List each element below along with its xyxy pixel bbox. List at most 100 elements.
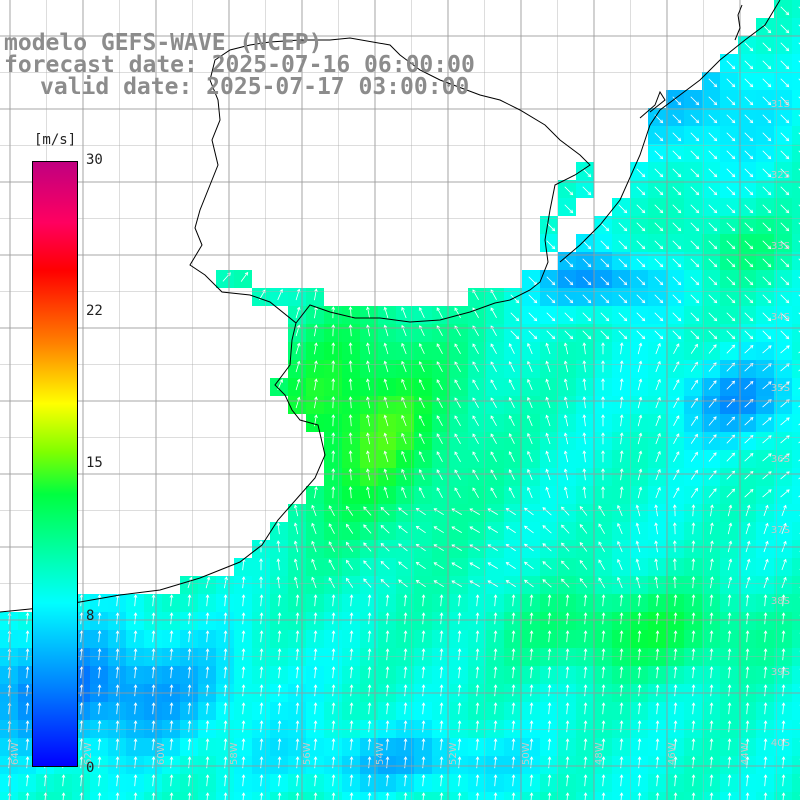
wind-arrow bbox=[561, 560, 570, 570]
wind-arrow bbox=[367, 684, 372, 697]
wind-arrow bbox=[487, 526, 498, 533]
wind-arrow bbox=[508, 343, 515, 355]
wind-arrow bbox=[331, 630, 336, 643]
wind-cell bbox=[288, 792, 306, 800]
wind-arrow bbox=[710, 576, 714, 589]
wind-cell bbox=[792, 540, 800, 558]
wind-arrow bbox=[133, 720, 138, 733]
wind-cell bbox=[792, 774, 800, 792]
wind-arrow bbox=[469, 580, 480, 587]
wind-arrow bbox=[493, 774, 498, 787]
wind-arrow bbox=[727, 738, 732, 751]
wind-arrow bbox=[223, 612, 228, 625]
wind-arrow bbox=[780, 276, 790, 286]
wind-arrow bbox=[385, 630, 390, 643]
wind-arrow bbox=[295, 774, 300, 787]
wind-arrow bbox=[133, 702, 138, 715]
wind-arrow bbox=[223, 684, 228, 697]
wind-arrow bbox=[313, 630, 318, 643]
wind-arrow bbox=[133, 648, 138, 661]
wind-arrow bbox=[418, 397, 425, 409]
wind-arrow bbox=[762, 168, 772, 178]
wind-arrow bbox=[637, 702, 642, 715]
wind-arrow bbox=[328, 523, 335, 535]
wind-arrow bbox=[383, 396, 389, 409]
wind-arrow bbox=[439, 702, 444, 715]
wind-arrow bbox=[600, 330, 610, 340]
wind-arrow bbox=[564, 258, 574, 268]
wind-arrow bbox=[331, 414, 336, 427]
wind-arrow bbox=[708, 452, 717, 462]
wind-cell bbox=[792, 504, 800, 522]
wind-arrow bbox=[383, 360, 389, 373]
wind-arrow bbox=[673, 397, 680, 409]
wind-arrow bbox=[79, 774, 84, 787]
wind-cell bbox=[576, 792, 594, 800]
wind-arrow bbox=[673, 684, 678, 697]
wind-arrow bbox=[565, 612, 570, 625]
wind-arrow bbox=[241, 576, 246, 589]
wind-arrow bbox=[383, 486, 389, 499]
wind-arrow bbox=[508, 361, 515, 373]
wind-arrow bbox=[454, 361, 461, 372]
wind-arrow bbox=[527, 486, 533, 499]
wind-arrow bbox=[673, 648, 678, 661]
wind-arrow bbox=[25, 648, 30, 661]
wind-arrow bbox=[708, 114, 718, 124]
wind-arrow bbox=[505, 544, 516, 552]
wind-arrow bbox=[690, 469, 698, 480]
wind-arrow bbox=[781, 594, 786, 607]
wind-arrow bbox=[277, 738, 282, 751]
wind-arrow bbox=[691, 666, 696, 679]
wind-arrow bbox=[151, 720, 156, 733]
wind-arrow bbox=[348, 378, 353, 391]
wind-arrow bbox=[331, 792, 336, 800]
wind-cell bbox=[792, 342, 800, 360]
wind-arrow bbox=[115, 738, 120, 751]
wind-arrow bbox=[637, 630, 642, 643]
wind-arrow bbox=[475, 720, 480, 733]
longitude-label: 60W bbox=[156, 742, 167, 765]
wind-arrow bbox=[385, 702, 390, 715]
wind-arrow bbox=[781, 504, 787, 517]
wind-arrow bbox=[780, 42, 790, 52]
wind-arrow bbox=[490, 307, 497, 318]
wind-arrow bbox=[565, 792, 570, 800]
wind-arrow bbox=[398, 525, 408, 534]
wind-arrow bbox=[619, 468, 624, 481]
wind-arrow bbox=[762, 186, 772, 196]
wind-arrow bbox=[313, 738, 318, 751]
wind-arrow bbox=[781, 684, 786, 697]
wind-arrow bbox=[366, 360, 370, 373]
wind-arrow bbox=[563, 450, 569, 463]
wind-cell bbox=[180, 792, 198, 800]
wind-arrow bbox=[672, 204, 682, 214]
wind-arrow bbox=[383, 468, 389, 481]
wind-cell bbox=[792, 648, 800, 666]
wind-arrow bbox=[97, 594, 102, 607]
wind-arrow bbox=[690, 258, 700, 268]
wind-arrow bbox=[454, 433, 461, 444]
wind-arrow bbox=[636, 312, 646, 322]
wind-arrow bbox=[313, 594, 318, 607]
model-title: modelo GEFS-WAVE (NCEP) bbox=[4, 30, 323, 56]
wind-arrow bbox=[564, 186, 574, 196]
wind-arrow bbox=[367, 612, 372, 625]
wind-arrow bbox=[115, 612, 120, 625]
wind-cell bbox=[720, 792, 738, 800]
wind-cell bbox=[378, 792, 396, 800]
wind-arrow bbox=[565, 738, 570, 751]
wind-arrow bbox=[187, 648, 192, 661]
wind-arrow bbox=[673, 738, 678, 751]
wind-arrow bbox=[187, 792, 192, 800]
wind-arrow bbox=[79, 684, 84, 697]
wind-arrow bbox=[97, 612, 102, 625]
wind-arrow bbox=[726, 60, 736, 70]
wind-arrow bbox=[744, 150, 754, 160]
wind-arrow bbox=[708, 330, 718, 340]
wind-arrow bbox=[205, 666, 210, 679]
wind-cell bbox=[126, 792, 144, 800]
wind-arrow bbox=[780, 132, 790, 142]
wind-arrow bbox=[745, 720, 750, 733]
